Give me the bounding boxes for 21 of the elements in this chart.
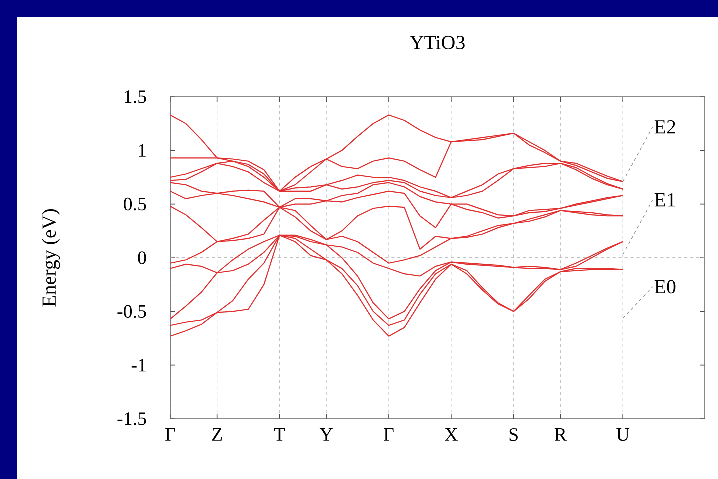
- y-tick-label: -1: [132, 359, 146, 372]
- x-tick-label: T: [274, 428, 286, 441]
- y-tick-label: -1.5: [118, 412, 146, 426]
- annotation: E1: [654, 193, 676, 207]
- x-tick-label: S: [510, 428, 518, 442]
- y-axis-title: Energy (eV): [42, 210, 60, 307]
- chart-title: YTiO3: [410, 36, 465, 50]
- x-tick-label: Γ: [166, 428, 176, 441]
- y-tick-label: 1.5: [124, 90, 146, 104]
- text: E0: [654, 280, 676, 294]
- x-tick-label: R: [554, 428, 567, 441]
- x-tick-label: Y: [320, 428, 333, 441]
- y-tick-label: 0: [138, 252, 146, 264]
- x-tick-label: Γ: [384, 428, 394, 441]
- x-tick-label: U: [616, 428, 630, 442]
- annotation: E2: [654, 120, 676, 134]
- y-tick-label: 1: [139, 144, 146, 157]
- y-tick-label: 0.5: [124, 198, 146, 211]
- y-tick-label: -0.5: [118, 305, 146, 318]
- x-tick-label: Z: [212, 428, 222, 441]
- x-tick-label: X: [445, 428, 458, 441]
